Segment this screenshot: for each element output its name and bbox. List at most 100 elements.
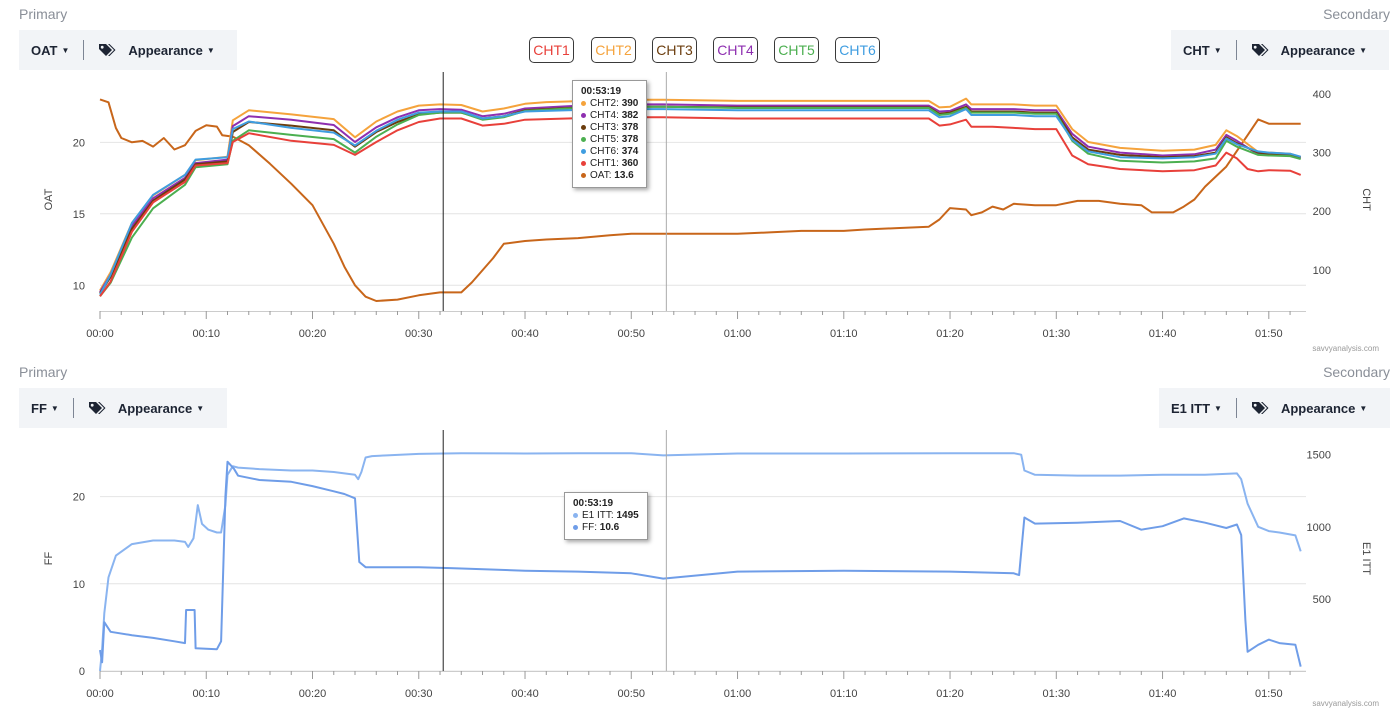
y-left-tick-label: 15 [73,209,85,221]
chevron-down-icon: ▼ [206,45,215,55]
top-primary-select[interactable]: OAT ▼ [31,43,69,58]
series-line-cht2 [99,97,1302,292]
tooltip-row: CHT1: 360 [581,158,638,170]
tooltip-series-value: 390 [621,98,639,109]
top-left-controls: OAT ▼ Appearance ▼ [19,30,237,70]
credit-text: savvyanalysis.com [1312,344,1379,353]
x-tick-label: 00:40 [511,328,539,340]
divider [1235,398,1237,418]
legend-dot-icon [573,512,578,518]
tooltip-series-name: CHT2 [590,98,617,109]
y-left-axis-title: OAT [43,188,55,210]
legend-dot-icon [581,160,586,166]
tooltip-series-value: 10.6 [599,522,620,533]
channel-toggle-cht6[interactable]: CHT6 [835,37,880,63]
chevron-down-icon: ▼ [1214,403,1222,413]
top-right-controls: CHT ▼ Appearance ▼ [1171,30,1389,70]
tooltip-series-value: 1495 [616,510,639,521]
x-tick-label: 00:50 [618,328,646,340]
tooltip-series-value: 378 [621,134,639,145]
channel-toggle-cht3[interactable]: CHT3 [652,37,697,63]
y-right-tick-label: 300 [1313,148,1331,160]
bottom-primary-select[interactable]: FF ▼ [31,401,59,416]
chevron-down-icon: ▼ [50,403,59,413]
tags-icon [1251,44,1269,56]
bottom-primary-select-label: FF [31,400,47,416]
top-left-appearance-button[interactable]: Appearance ▼ [98,42,215,58]
appearance-label: Appearance [117,400,193,416]
y-right-tick-label: 200 [1313,206,1331,218]
top-tooltip: 00:53:19 CHT2: 390 CHT4: 382 CHT3: 378 CHT5… [572,80,648,188]
tooltip-row: FF: 10.6 [573,522,639,534]
tooltip-series-name: CHT4 [590,110,617,121]
tooltip-row: CHT2: 390 [581,98,638,110]
bottom-secondary-select-label: E1 ITT [1171,400,1211,416]
y-left-tick-label: 20 [73,137,85,149]
tags-icon [99,44,116,56]
top-secondary-select[interactable]: CHT ▼ [1183,43,1222,58]
x-tick-label: 01:40 [1149,328,1177,340]
credit-text: savvyanalysis.com [1312,699,1379,708]
chevron-down-icon: ▼ [1359,45,1367,55]
top-secondary-select-label: CHT [1183,42,1210,58]
divider [1235,40,1237,60]
channel-toggle-cht1[interactable]: CHT1 [529,37,574,63]
divider [72,398,74,418]
y-right-axis-title: CHT [1360,188,1372,211]
channel-toggle-cht2[interactable]: CHT2 [591,37,636,63]
channel-label: CHT2 [595,42,632,58]
legend-dot-icon [581,124,586,130]
channel-label: CHT1 [533,42,570,58]
bottom-left-controls: FF ▼ Appearance ▼ [19,388,227,428]
channel-toggle-cht5[interactable]: CHT5 [774,37,819,63]
bottom-tooltip: 00:53:19 E1 ITT: 1495 FF: 10.6 [564,492,648,540]
legend-dot-icon [573,524,578,530]
tooltip-series-name: CHT1 [590,158,617,169]
tags-icon [1251,402,1269,414]
tooltip-series-name: CHT5 [590,134,617,145]
channel-label: CHT6 [839,42,876,58]
series-line-cht3 [99,105,1301,294]
tooltip-row: CHT4: 382 [581,110,638,122]
chevron-down-icon: ▼ [61,45,70,55]
bottom-right-controls: E1 ITT ▼ Appearance ▼ [1159,388,1390,428]
appearance-label: Appearance [1280,42,1356,58]
tooltip-row: CHT3: 378 [581,122,638,134]
top-secondary-label: Secondary [1323,6,1390,22]
tooltip-series-name: E1 ITT [582,510,611,521]
y-right-tick-label: 400 [1313,89,1331,101]
channel-label: CHT5 [778,42,815,58]
tooltip-series-value: 13.6 [614,170,634,181]
x-tick-label: 00:00 [86,328,114,340]
x-tick-label: 01:20 [936,328,964,340]
channel-toggle-cht4[interactable]: CHT4 [713,37,758,63]
top-primary-select-label: OAT [31,42,58,58]
tooltip-time: 00:53:19 [573,498,614,509]
series-line-cht4 [99,103,1301,293]
tooltip-row: CHT6: 374 [581,146,638,158]
chevron-down-icon: ▼ [196,403,205,413]
tooltip-series-value: 382 [621,110,639,121]
top-right-appearance-button[interactable]: Appearance ▼ [1251,43,1367,58]
channel-label: CHT3 [656,42,693,58]
series-line-cht5 [99,105,1301,297]
x-tick-label: 00:20 [299,328,327,340]
x-tick-label: 00:30 [405,328,433,340]
series-line-cht6 [99,108,1301,296]
appearance-label: Appearance [128,42,203,58]
channel-label: CHT4 [717,42,754,58]
bottom-left-appearance-button[interactable]: Appearance ▼ [88,401,204,416]
bottom-right-appearance-button[interactable]: Appearance ▼ [1251,401,1367,416]
chevron-down-icon: ▼ [1359,403,1368,413]
tooltip-row: E1 ITT: 1495 [573,510,639,522]
legend-dot-icon [581,100,586,106]
series-line-cht1 [99,116,1302,297]
x-tick-label: 01:10 [830,328,858,340]
top-primary-label: Primary [19,6,68,22]
tooltip-series-value: 378 [621,122,639,133]
chevron-down-icon: ▼ [1213,45,1222,55]
bottom-secondary-select[interactable]: E1 ITT ▼ [1171,401,1222,416]
x-tick-label: 01:30 [1043,328,1071,340]
appearance-label: Appearance [1280,400,1356,416]
